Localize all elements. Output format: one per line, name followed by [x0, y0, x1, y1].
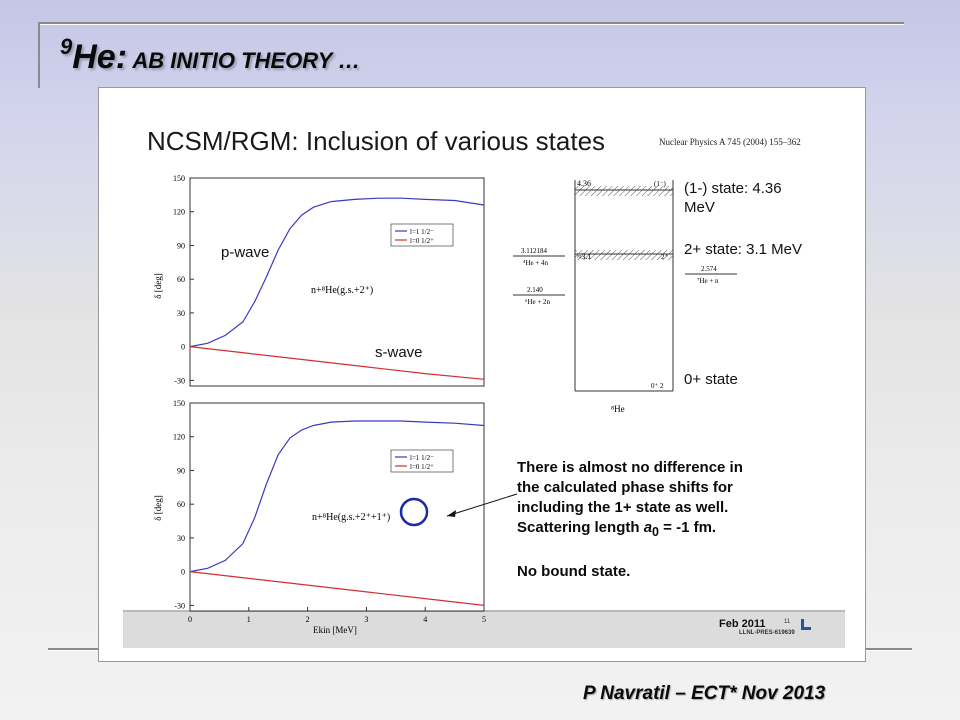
- note-line-3: including the 1+ state as well.: [517, 499, 729, 516]
- title-subtitle: AB INITIO THEORY …: [127, 48, 361, 73]
- xtick-label: 5: [482, 615, 486, 624]
- threshold-left-2-value: 2.140: [527, 286, 543, 294]
- observation-note: There is almost no difference in the cal…: [517, 458, 743, 582]
- reaction-circled-part: +1⁺): [371, 512, 390, 523]
- frame-line-left: [38, 22, 40, 88]
- plot-bottom-reaction: n+⁸He(g.s.+2⁺+1⁺): [312, 512, 390, 523]
- frame-line-top: [38, 22, 904, 24]
- title-element: He:: [72, 38, 128, 76]
- ytick-label: 60: [177, 275, 185, 284]
- pointer-arrow-head: [447, 510, 456, 517]
- plot-top-legend-2: l=0 1/2⁺: [410, 237, 434, 245]
- xtick-label: 0: [188, 615, 192, 624]
- pointer-arrow: [446, 493, 518, 517]
- plot-bottom-legend-2: l=0 1/2⁺: [410, 463, 434, 471]
- plot-bottom-legend-1: l=1 1/2⁻: [410, 454, 434, 462]
- footer-code: LLNL-PRES-619639: [739, 630, 795, 636]
- slide-title: 9He: AB INITIO THEORY …: [60, 34, 361, 77]
- ytick-label: 120: [173, 433, 185, 442]
- note-line-4-symbol: a: [643, 519, 653, 536]
- threshold-right-value: 2.574: [701, 265, 717, 273]
- plot-top-frame: [189, 177, 485, 387]
- journal-reference: Nuclear Physics A 745 (2004) 155–362: [659, 137, 801, 147]
- threshold-left-1-label: ⁴He + 4n: [523, 259, 549, 267]
- level-scheme: 4.36 (1⁻) ≈3.1 2⁺ 0⁺ 2 3.112184 ⁴He + 4n…: [513, 179, 737, 414]
- frame-line-top-highlight: [38, 24, 904, 25]
- plot-top-pwave-curve: [189, 197, 485, 348]
- panel-title: NCSM/RGM: Inclusion of various states: [147, 126, 606, 156]
- plot-top: 150 120 90 60 30 0 -30 δ [deg] l=1 1/2⁻ l=0 1/…: [153, 174, 485, 387]
- plot-bottom-frame: [189, 402, 485, 612]
- ytick-label: 120: [173, 208, 185, 217]
- plot-bottom-pwave-curve: [189, 420, 485, 573]
- ytick-label: 90: [177, 466, 185, 475]
- plot-top-swave-curve: [189, 346, 485, 380]
- footer-page-number: 11: [784, 619, 791, 625]
- ytick-label: 30: [177, 534, 185, 543]
- ytick-label: 150: [173, 174, 185, 183]
- plot-bottom-xlabel: Ekin [MeV]: [313, 625, 357, 635]
- author-credit: P Navratil – ECT* Nov 2013: [583, 683, 826, 704]
- pwave-label: p-wave: [221, 244, 270, 261]
- level-436-tag: (1⁻): [654, 180, 667, 188]
- threshold-right-label: ⁷He + n: [697, 277, 719, 285]
- threshold-left-1-value: 3.112184: [521, 247, 547, 255]
- level-0-tag: 0⁺ 2: [651, 382, 664, 390]
- note-line-4-suffix: = -1 fm.: [658, 519, 717, 536]
- note-line-1: There is almost no difference in: [517, 459, 743, 476]
- plot-top-legend-1: l=1 1/2⁻: [410, 228, 434, 236]
- level-31-hatch: [575, 250, 673, 260]
- ytick-label: -30: [174, 601, 185, 610]
- plot-top-ylabel: δ [deg]: [153, 273, 163, 298]
- level-31-tag: 2⁺: [661, 253, 669, 261]
- ytick-label: 30: [177, 309, 185, 318]
- ytick-label: 60: [177, 500, 185, 509]
- panel-footer-bar: [123, 610, 845, 648]
- embedded-slide-panel: NCSM/RGM: Inclusion of various states Nu…: [98, 87, 866, 662]
- plot-top-yticks: 150 120 90 60 30 0 -30: [173, 174, 194, 385]
- plot-bottom-ylabel: δ [deg]: [153, 495, 163, 520]
- swave-label: s-wave: [375, 344, 423, 361]
- state-1minus-label: (1-) state: 4.36 MeV: [684, 180, 782, 216]
- ytick-label: 90: [177, 241, 185, 250]
- xtick-label: 2: [306, 615, 310, 624]
- plot-bottom-yticks: 150 120 90 60 30 0 -30: [173, 399, 194, 610]
- state-2plus-label: 2+ state: 3.1 MeV: [684, 241, 802, 258]
- xtick-label: 3: [364, 615, 368, 624]
- note-line-4-sub: 0: [652, 525, 659, 539]
- note-line-2: the calculated phase shifts for: [517, 479, 733, 496]
- plot-bottom-swave-curve: [189, 571, 485, 606]
- reaction-prefix: n+⁸He(g.s.+2⁺: [312, 512, 371, 523]
- note-line-5: No bound state.: [517, 563, 631, 580]
- ytick-label: 0: [181, 343, 185, 352]
- level-436-hatch: [575, 186, 673, 196]
- title-superscript: 9: [60, 34, 73, 59]
- nucleus-label: ⁸He: [611, 404, 625, 414]
- note-gap: [517, 542, 743, 562]
- llnl-logo-icon: [801, 619, 811, 630]
- highlight-circle: [399, 497, 429, 527]
- xtick-label: 4: [423, 615, 427, 624]
- note-line-4-prefix: Scattering length: [517, 519, 644, 536]
- threshold-left-2-label: ⁶He + 2n: [525, 298, 551, 306]
- ytick-label: 0: [181, 568, 185, 577]
- level-31-value: ≈3.1: [577, 252, 591, 261]
- ytick-label: -30: [174, 376, 185, 385]
- level-436-value: 4.36: [577, 179, 591, 188]
- state-0plus-label: 0+ state: [684, 371, 738, 388]
- xtick-label: 1: [247, 615, 251, 624]
- plot-bottom-xticks: 0 1 2 3 4 5: [188, 607, 486, 624]
- plot-top-reaction: n+⁸He(g.s.+2⁺): [311, 285, 373, 296]
- note-line-4: Scattering length a0 = -1 fm.: [517, 518, 743, 542]
- footer-date: Feb 2011: [719, 618, 766, 630]
- ytick-label: 150: [173, 399, 185, 408]
